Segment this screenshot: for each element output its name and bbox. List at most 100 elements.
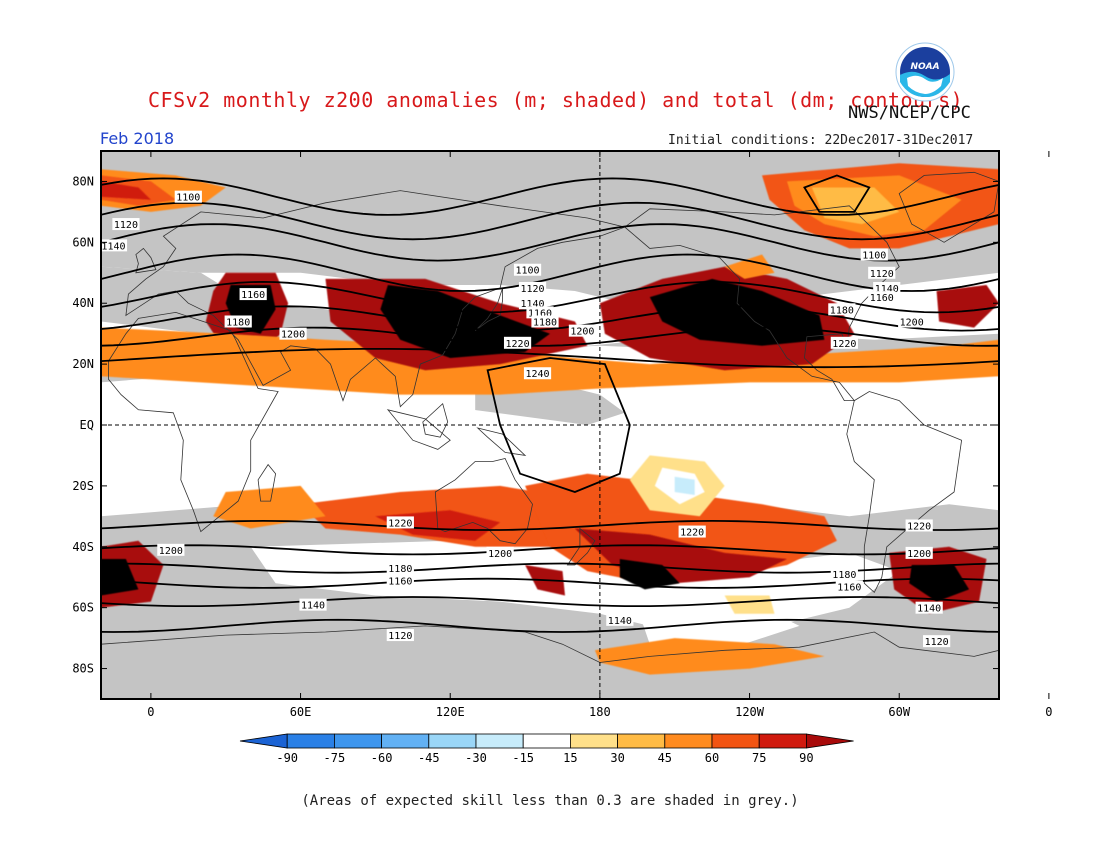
- contour-label-box: [239, 288, 267, 301]
- anomaly-patch: [724, 254, 775, 279]
- contour-label-text: 1100: [516, 266, 540, 277]
- anomaly-patch: [574, 528, 787, 584]
- contour-label: 1180: [828, 303, 856, 316]
- coastline-uk: [135, 247, 157, 274]
- contour-label-text: 1200: [907, 549, 931, 560]
- legend-swatch: [475, 733, 524, 749]
- contour-line: [101, 305, 999, 332]
- contour-label: 1140: [299, 598, 327, 612]
- contour-label-box: [157, 543, 185, 556]
- anomaly-patch: [674, 476, 695, 495]
- contour-label-box: [503, 336, 532, 349]
- contour-line: [101, 201, 999, 241]
- contour-label-text: 1140: [101, 241, 125, 252]
- contour-label: 1200: [905, 546, 933, 560]
- legend-swatch: [428, 733, 477, 749]
- contour-label-box: [279, 327, 307, 340]
- contour-label-text: 1120: [870, 269, 894, 280]
- contour-label-text: 1160: [870, 293, 894, 304]
- coastline-namerica: [0, 206, 1, 401]
- contour-label-box: [518, 297, 547, 310]
- contour-label-box: [830, 336, 858, 349]
- contour-label: 1140: [873, 282, 901, 295]
- legend-arrow-low: [239, 733, 288, 749]
- coastline-eurasia: [125, 190, 627, 408]
- contour-label-box: [873, 282, 901, 294]
- contour-label-text: 1140: [917, 604, 941, 615]
- contour-label: 1200: [486, 546, 514, 560]
- contour-label-box: [386, 574, 414, 587]
- lon-label: 0: [147, 705, 154, 719]
- contour-label-text: 1120: [388, 631, 412, 642]
- coastline-indonesia: [386, 409, 451, 450]
- coastline-madagascar: [257, 463, 277, 502]
- contour-label: 1220: [386, 516, 414, 529]
- contour-label-text: 1100: [862, 251, 886, 262]
- contour-label: 1240: [523, 367, 552, 380]
- contour-label: 1200: [157, 543, 185, 557]
- contour-label-box: [531, 315, 559, 328]
- contour-label-text: 1160: [528, 308, 552, 319]
- contour-label-text: 1120: [114, 220, 138, 231]
- contour-label: 1140: [101, 239, 128, 252]
- contour-label-box: [678, 525, 706, 538]
- legend-label: 15: [563, 751, 577, 765]
- height-contours: [101, 174, 999, 633]
- contour-label: 1160: [239, 288, 267, 301]
- lat-label: 80S: [72, 662, 94, 676]
- contour-label-box: [526, 306, 554, 319]
- logo-text: NOAA: [910, 62, 939, 72]
- neutral-region: [101, 382, 999, 499]
- legend-swatch: [522, 733, 571, 749]
- contour-label-box: [835, 580, 863, 593]
- initial-conditions: Initial conditions: 22Dec2017-31Dec2017: [668, 133, 974, 148]
- contour-label-box: [830, 568, 858, 581]
- contour-label: 1120: [386, 629, 414, 642]
- contour-label: 1120: [868, 266, 896, 280]
- coastline-samerica: [846, 391, 963, 594]
- contour-label-box: [606, 613, 634, 626]
- contour-label: 1180: [830, 568, 858, 581]
- contour-label-text: 1140: [301, 601, 325, 612]
- anomaly-patch: [101, 181, 151, 200]
- coastline-japan: [474, 287, 503, 331]
- legend-swatch: [333, 733, 382, 749]
- contour-label: 1160: [386, 574, 414, 587]
- legend-label: 90: [799, 751, 813, 765]
- legend-swatch: [570, 733, 619, 749]
- contour-label: 1100: [513, 263, 542, 277]
- contour-label-text: 1220: [680, 528, 704, 539]
- lon-label: 60W: [888, 705, 910, 719]
- contour-label-box: [898, 315, 926, 328]
- anomaly-patch: [909, 565, 970, 602]
- contour-label-box: [518, 282, 547, 294]
- contour-line: [101, 519, 999, 531]
- lat-label: 20S: [72, 479, 94, 493]
- contour-label-box: [299, 598, 327, 611]
- contour-label-text: 1180: [388, 564, 412, 575]
- contour-label-text: 1180: [533, 317, 557, 328]
- contour-label-box: [112, 218, 140, 231]
- anomaly-patch: [619, 559, 680, 590]
- coastline-namerica: [624, 205, 900, 401]
- contour-label: 1140: [915, 601, 943, 615]
- lon-label: 0: [1045, 705, 1052, 719]
- anomaly-patch: [936, 285, 999, 328]
- contour-label: 1220: [905, 519, 933, 532]
- contour-label-box: [386, 562, 414, 575]
- lon-label: 120E: [436, 705, 465, 719]
- contour-1240: [486, 357, 631, 493]
- coastline-eurasia: [1024, 191, 1100, 407]
- lon-label: 120W: [735, 705, 765, 719]
- contour-label-box: [174, 190, 202, 203]
- lat-label: EQ: [80, 418, 94, 432]
- legend-arrow-high: [806, 733, 854, 749]
- legend-label: -45: [418, 751, 440, 765]
- anomaly-patch: [101, 327, 999, 395]
- contour-label: 1140: [518, 297, 547, 310]
- legend-label: -30: [465, 751, 487, 765]
- contour-line: [101, 348, 999, 369]
- contour-low: [803, 174, 871, 213]
- color-legend: -90 -75 -60 -45 -30 -15 15 30 45 60 75 90: [239, 733, 854, 765]
- contour-label-text: 1140: [520, 299, 544, 310]
